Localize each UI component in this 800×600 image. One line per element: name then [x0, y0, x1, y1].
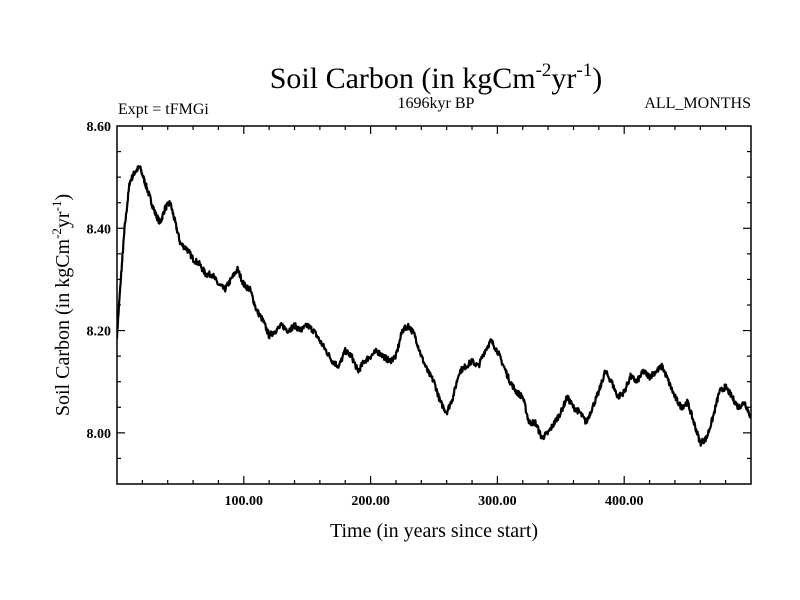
months-label: ALL_MONTHS — [644, 95, 751, 112]
soil-carbon-series-line — [117, 165, 751, 447]
y-tick-label: 8.40 — [87, 222, 112, 237]
x-axis-tick-labels: 100.00 200.00 300.00 400.00 — [225, 494, 644, 509]
chart-title: Soil Carbon (in kgCm-2yr-1) — [270, 60, 603, 95]
y-tick-label: 8.20 — [87, 325, 112, 340]
plot-frame — [116, 125, 752, 485]
x-axis-ticks — [141, 126, 727, 484]
y-tick-label: 8.60 — [87, 120, 112, 135]
y-axis-tick-labels: 8.00 8.20 8.40 8.60 — [87, 120, 112, 442]
x-tick-label: 300.00 — [478, 494, 517, 509]
x-tick-label: 400.00 — [605, 494, 644, 509]
y-axis-label: Soil Carbon (in kgCm-2yr-1) — [49, 194, 74, 416]
period-label: 1696kyr BP — [398, 95, 475, 112]
y-axis-ticks — [117, 150, 751, 460]
x-tick-label: 200.00 — [351, 494, 390, 509]
x-tick-label: 100.00 — [225, 494, 264, 509]
x-axis-label: Time (in years since start) — [330, 520, 538, 542]
experiment-label: Expt = tFMGi — [118, 101, 209, 118]
y-tick-label: 8.00 — [87, 427, 112, 442]
